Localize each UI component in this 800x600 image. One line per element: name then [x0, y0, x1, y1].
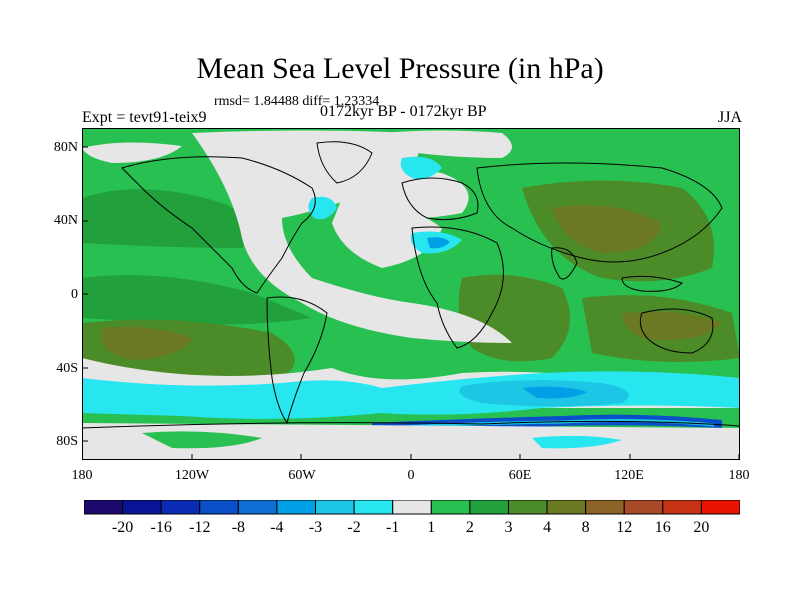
lon-label-60w: 60W: [288, 468, 316, 483]
colorbar-swatch: [276, 500, 317, 515]
colorbar-swatch: [546, 500, 587, 515]
colorbar-label: -16: [150, 519, 172, 536]
colorbar-swatch: [392, 500, 432, 515]
colorbar-swatch: [700, 500, 740, 515]
lat-label-40s: 40S: [56, 361, 78, 376]
colorbar-label: -20: [111, 519, 134, 536]
rmsd-diff-stats: rmsd= 1.84488 diff= 1.23334: [214, 94, 380, 109]
field-neutral-central: [332, 198, 442, 268]
coast-australia: [639, 308, 714, 354]
colorbar-label: 16: [654, 519, 671, 536]
colorbar: [84, 500, 740, 515]
field-north-pacific: [82, 189, 249, 248]
field-africa: [458, 274, 570, 362]
coast-africa: [411, 226, 504, 349]
colorbar-swatch: [585, 500, 625, 515]
lon-label-0: 0: [407, 468, 415, 483]
field-neutral-arctic-east: [382, 130, 512, 158]
field-trop-pacific: [82, 275, 312, 325]
field-neutral-arctic: [82, 142, 182, 163]
colorbar-label: 4: [543, 519, 552, 536]
colorbar-label: 20: [693, 519, 710, 536]
lat-label-80s: 80S: [56, 434, 78, 449]
lat-label-0: 0: [71, 287, 78, 302]
lon-label-120w: 120W: [174, 468, 210, 483]
coast-europe: [401, 177, 479, 221]
axis-ticks: [82, 146, 740, 460]
field-neutral-atlantic: [192, 130, 512, 343]
colorbar-swatch: [160, 500, 201, 515]
coast-north-america: [121, 156, 316, 294]
plot-title: Mean Sea Level Pressure (in hPa): [196, 52, 604, 85]
lon-label-180e: 180: [728, 468, 750, 483]
coast-indonesia: [621, 275, 683, 292]
colorbar-swatch: [469, 500, 509, 515]
coast-south-america: [266, 296, 328, 425]
colorbar-swatch: [430, 500, 471, 515]
lon-label-120e: 120E: [614, 468, 644, 483]
field-asia-core: [552, 205, 662, 253]
colorbar-label: -8: [231, 519, 246, 536]
colorbar-swatch: [122, 500, 162, 515]
coast-antarctica: [82, 420, 740, 429]
colorbar-label: -1: [386, 519, 400, 536]
field-antarctica-green: [142, 431, 262, 449]
field-indian-core: [622, 311, 722, 341]
colorbar-swatch: [507, 500, 548, 515]
colorbar-label: 8: [581, 519, 590, 536]
field-southern-band-max: [522, 386, 587, 399]
experiment-label: Expt = tevt91-teix9: [82, 109, 207, 126]
pressure-anomaly-map: [82, 128, 740, 460]
colorbar-label: -4: [270, 519, 284, 536]
coast-india: [551, 247, 578, 280]
field-south-pacific-core: [101, 326, 192, 360]
colorbar-swatch: [623, 500, 664, 515]
period-label: 0172kyr BP - 0172kyr BP: [320, 103, 487, 120]
field-antarctica-cyan: [532, 435, 622, 449]
colorbar-label: 12: [616, 519, 633, 536]
colorbar-label: -3: [308, 519, 323, 536]
coast-asia: [476, 162, 723, 263]
coast-greenland: [316, 141, 373, 184]
field-neg-subtropical-core: [427, 237, 450, 249]
field-antarctica: [82, 423, 740, 460]
lat-label-80n: 80N: [53, 140, 78, 155]
colorbar-swatch: [84, 500, 124, 515]
colorbar-swatch: [353, 500, 394, 515]
colorbar-swatch: [199, 500, 239, 515]
colorbar-label: 3: [504, 519, 513, 536]
lon-label-180w: 180: [71, 468, 93, 483]
colorbar-label: 2: [465, 519, 474, 536]
colorbar-swatch: [237, 500, 278, 515]
colorbar-swatch: [662, 500, 702, 515]
colorbar-label: -12: [189, 519, 211, 536]
lon-label-60e: 60E: [508, 468, 532, 483]
colorbar-label: 1: [427, 519, 436, 536]
coastlines: [82, 141, 740, 429]
season-label: JJA: [717, 109, 742, 126]
colorbar-swatch: [315, 500, 355, 515]
field-neg-norway: [400, 156, 442, 180]
lat-label-40n: 40N: [53, 213, 78, 228]
colorbar-label: -2: [347, 519, 361, 536]
